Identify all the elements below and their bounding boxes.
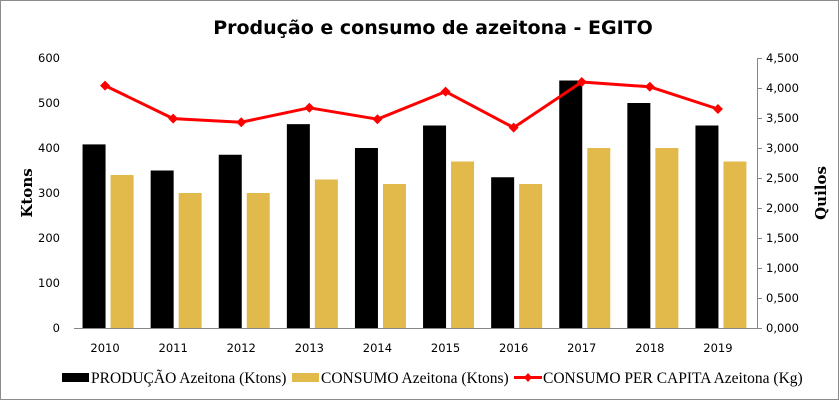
right-axis-tick-label: 1,500 bbox=[766, 231, 799, 245]
right-axis-tick-label: 4,000 bbox=[766, 81, 799, 95]
bars bbox=[82, 80, 747, 329]
per-capita-marker-2015[interactable] bbox=[440, 86, 451, 97]
legend-item-per-capita[interactable]: CONSUMO PER CAPITA Azeitona (Kg) bbox=[514, 370, 803, 387]
per-capita-marker-2011[interactable] bbox=[168, 113, 179, 124]
x-axis-tick-label: 2012 bbox=[227, 341, 256, 355]
right-axis-tick-label: 2,000 bbox=[766, 201, 799, 215]
consumo-bar-2017[interactable] bbox=[587, 148, 611, 328]
chart-title: Produção e consumo de azeitona - EGITO bbox=[213, 17, 653, 39]
legend-swatch-producao bbox=[62, 373, 89, 382]
legend-marker-per-capita bbox=[524, 373, 532, 382]
right-axis: 0,000 0,500 1,000 1,500 2,000 2,500 3,000 3,500… bbox=[757, 51, 799, 335]
consumo-bar-2016[interactable] bbox=[519, 184, 543, 328]
consumo-bar-2018[interactable] bbox=[655, 148, 679, 328]
per-capita-marker-2018[interactable] bbox=[644, 81, 655, 92]
left-axis-tick-label: 300 bbox=[38, 186, 60, 200]
legend-label-per-capita: CONSUMO PER CAPITA Azeitona (Kg) bbox=[543, 370, 803, 387]
per-capita-marker-2016[interactable] bbox=[508, 122, 519, 133]
x-axis-tick-label: 2013 bbox=[295, 341, 324, 355]
left-axis-tick-label: 400 bbox=[38, 141, 60, 155]
producao-bar-2010[interactable] bbox=[82, 144, 106, 328]
consumo-bar-2011[interactable] bbox=[178, 193, 202, 328]
right-axis-tick-label: 1,000 bbox=[766, 261, 799, 275]
x-axis-tick-label: 2010 bbox=[90, 341, 119, 355]
consumo-bar-2019[interactable] bbox=[723, 161, 747, 329]
x-axis-tick-label: 2014 bbox=[363, 341, 392, 355]
x-axis-tick-label: 2017 bbox=[567, 341, 596, 355]
per-capita-marker-2013[interactable] bbox=[304, 102, 315, 113]
right-axis-tick-label: 0,000 bbox=[766, 321, 799, 335]
right-axis-tick-label: 2,500 bbox=[766, 171, 799, 185]
per-capita-marker-2014[interactable] bbox=[372, 114, 383, 125]
legend-item-producao[interactable]: PRODUÇÃO Azeitona (Ktons) bbox=[62, 370, 286, 387]
per-capita-marker-2010[interactable] bbox=[100, 80, 111, 91]
right-axis-tick-label: 3,000 bbox=[766, 141, 799, 155]
per-capita-line bbox=[104, 80, 719, 130]
per-capita-marker-2012[interactable] bbox=[236, 117, 247, 128]
producao-bar-2019[interactable] bbox=[695, 125, 719, 329]
x-axis-tick-label: 2011 bbox=[159, 341, 188, 355]
per-capita-marker-2019[interactable] bbox=[712, 104, 723, 114]
left-axis-tick-label: 500 bbox=[38, 96, 60, 110]
consumo-bar-2014[interactable] bbox=[382, 184, 406, 328]
producao-bar-2015[interactable] bbox=[423, 125, 447, 329]
x-axis-tick-label: 2016 bbox=[499, 341, 528, 355]
consumo-bar-2010[interactable] bbox=[110, 175, 134, 328]
consumo-bar-2015[interactable] bbox=[451, 161, 475, 329]
per-capita-line-series bbox=[100, 77, 723, 133]
right-axis-tick-label: 0,500 bbox=[766, 291, 799, 305]
producao-bar-2018[interactable] bbox=[627, 103, 651, 328]
left-axis-tick-label: 600 bbox=[38, 51, 60, 65]
legend: PRODUÇÃO Azeitona (Ktons) CONSUMO Azeito… bbox=[62, 370, 803, 387]
producao-bar-2014[interactable] bbox=[354, 148, 378, 328]
producao-bar-2016[interactable] bbox=[491, 177, 515, 328]
left-axis-tick-label: 0 bbox=[53, 321, 60, 335]
left-axis-title: Ktons bbox=[18, 168, 36, 217]
x-axis-tick-label: 2019 bbox=[703, 341, 732, 355]
legend-item-consumo[interactable]: CONSUMO Azeitona (Ktons) bbox=[292, 370, 509, 387]
x-axis-tick-label: 2015 bbox=[431, 341, 460, 355]
legend-swatch-consumo bbox=[292, 373, 319, 382]
left-axis-tick-label: 100 bbox=[38, 276, 60, 290]
left-axis: 0 100 200 300 400 500 600 bbox=[38, 51, 60, 335]
right-axis-tick-label: 3,500 bbox=[766, 111, 799, 125]
producao-bar-2012[interactable] bbox=[218, 154, 242, 328]
producao-bar-2011[interactable] bbox=[150, 170, 174, 329]
x-axis: 2010 2011 2012 2013 2014 2015 2016 2017 2018 2019 bbox=[74, 328, 757, 355]
legend-label-producao: PRODUÇÃO Azeitona (Ktons) bbox=[91, 370, 286, 387]
per-capita-marker-2017[interactable] bbox=[576, 77, 587, 87]
producao-bar-2017[interactable] bbox=[559, 80, 583, 329]
producao-bar-2013[interactable] bbox=[286, 124, 310, 329]
right-axis-tick-label: 4,500 bbox=[766, 51, 799, 65]
consumo-bar-2013[interactable] bbox=[314, 179, 338, 329]
legend-label-consumo: CONSUMO Azeitona (Ktons) bbox=[321, 370, 509, 387]
consumo-bar-2012[interactable] bbox=[246, 193, 270, 328]
right-axis-title: Quilos bbox=[812, 166, 830, 220]
x-axis-tick-label: 2018 bbox=[635, 341, 664, 355]
left-axis-tick-label: 200 bbox=[38, 231, 60, 245]
